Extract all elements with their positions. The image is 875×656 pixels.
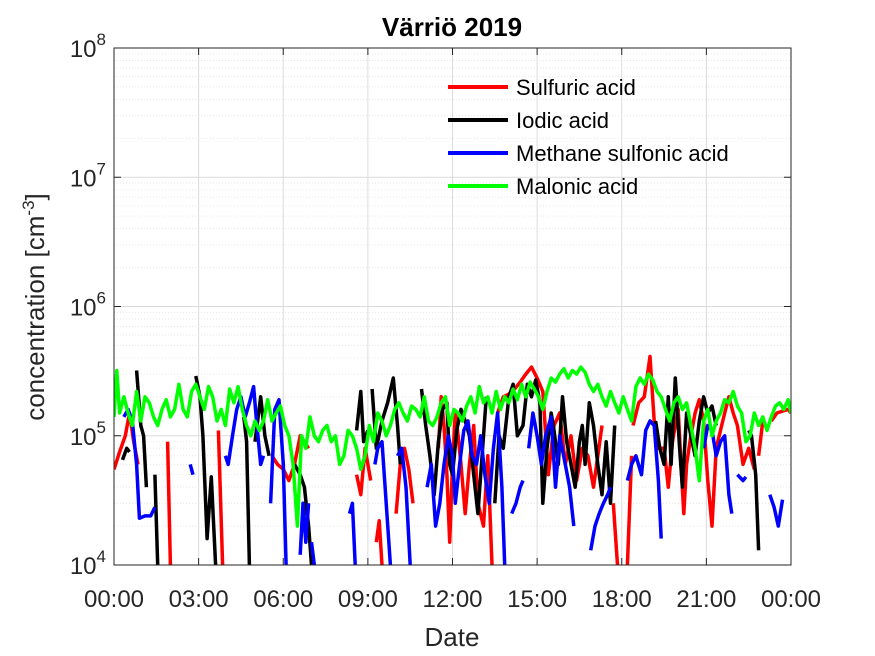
series-lines: [114, 354, 791, 565]
x-tick-label: 12:00: [422, 586, 482, 613]
chart-title: Värriö 2019: [382, 12, 522, 42]
y-tick-label: 104: [70, 547, 106, 580]
x-tick-label: 03:00: [169, 586, 229, 613]
series-line-segment: [526, 411, 576, 527]
series-line-segment: [373, 439, 393, 565]
series-line-segment: [347, 501, 357, 565]
series-line-segment: [153, 474, 160, 565]
x-tick-label: 18:00: [592, 586, 652, 613]
series-line-segment: [611, 503, 620, 565]
series-line-segment: [756, 420, 765, 457]
series-line-segment: [625, 419, 663, 539]
legend-label: Malonic acid: [516, 174, 638, 199]
series-line-segment: [510, 479, 525, 515]
x-tick-label: 00:00: [761, 586, 821, 613]
x-tick-label: 00:00: [84, 586, 144, 613]
series-line-segment: [354, 389, 370, 444]
x-tick-label: 21:00: [676, 586, 736, 613]
y-tick-exponent: 5: [97, 418, 106, 437]
series-line-segment: [395, 446, 412, 565]
y-tick-exponent: 6: [97, 289, 106, 308]
y-tick-exponent: 4: [97, 547, 106, 566]
y-axis-title-main: concentration [cm: [20, 216, 50, 421]
series-line-segment: [216, 430, 225, 565]
y-tick-exponent: 7: [97, 159, 106, 178]
y-tick-base: 10: [70, 295, 97, 322]
y-tick-exponent: 8: [97, 30, 106, 49]
y-tick-base: 10: [70, 36, 97, 63]
y-tick-base: 10: [70, 424, 97, 451]
series-line-segment: [268, 397, 288, 565]
x-tick-label: 06:00: [253, 586, 313, 613]
series-line-segment: [736, 473, 748, 483]
x-axis-title: Date: [425, 622, 480, 652]
legend-label: Sulfuric acid: [516, 75, 636, 100]
series-line-segment: [165, 441, 173, 565]
series-line-segment: [120, 446, 131, 461]
y-axis-title: concentration [cm-3]: [19, 193, 50, 421]
legend: Sulfuric acid Iodic acid Methane sulfonic …: [448, 75, 729, 199]
y-tick-base: 10: [70, 165, 97, 192]
legend-label: Iodic acid: [516, 108, 609, 133]
series-line-segment: [493, 378, 617, 506]
series-line-segment: [768, 494, 785, 528]
series-line-segment: [394, 446, 415, 514]
x-tick-label: 09:00: [338, 586, 398, 613]
series-line-segment: [309, 541, 317, 565]
series-line-segment: [374, 518, 384, 565]
legend-label: Methane sulfonic acid: [516, 141, 729, 166]
y-tick-label: 105: [70, 418, 106, 451]
y-tick-label: 107: [70, 159, 106, 192]
series-malonic-acid: [114, 365, 791, 528]
y-axis-title-superscript: -3: [19, 200, 38, 215]
series-line-segment: [114, 365, 791, 528]
series-line-segment: [588, 486, 613, 551]
x-tick-label: 15:00: [507, 586, 567, 613]
y-tick-label: 106: [70, 289, 106, 322]
series-line-segment: [188, 463, 195, 476]
y-tick-label: 108: [70, 30, 106, 63]
y-axis-title-close: ]: [20, 193, 50, 200]
series-line-segment: [701, 423, 734, 514]
series-line-segment: [425, 411, 507, 565]
y-tick-base: 10: [70, 553, 97, 580]
series-line-segment: [653, 376, 718, 489]
series-line-segment: [298, 501, 311, 555]
